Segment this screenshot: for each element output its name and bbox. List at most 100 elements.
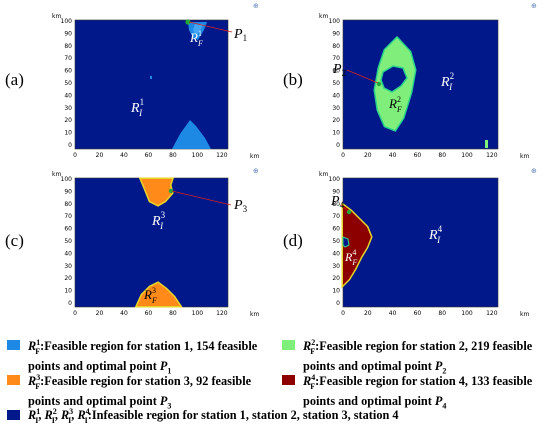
- panel-label-b: (b): [283, 70, 303, 89]
- panel-d-y-tick-label: 40: [332, 250, 340, 257]
- panel-a-y-tick-label: 50: [64, 80, 72, 87]
- panel-a-y-tick-label: 0: [68, 142, 72, 149]
- panel-c-y-unit: km: [52, 171, 61, 178]
- panel-b-feasible-label: R2 F: [388, 95, 402, 114]
- panel-a-axes: km km: [52, 13, 259, 160]
- panel-label-c: (c): [5, 231, 24, 250]
- panel-c-feasible-label: R3 F: [143, 286, 157, 305]
- panel-d-point-label: P4: [330, 194, 345, 210]
- panel-b-x-tick-label: 60: [414, 152, 422, 159]
- legend-swatch-station-2: [282, 340, 295, 350]
- legend-item-infeasible: R1I, R2I, R3I, R4I:Infeasible region for…: [28, 407, 399, 425]
- panel-a-y-tick-label: 70: [64, 55, 72, 62]
- panel-c-y-tick-label: 100: [61, 176, 73, 183]
- panel-b-infeasible-region: [343, 20, 498, 149]
- panel-c-feasible-region-top: [141, 179, 172, 205]
- panel-c-optimal-point: [168, 188, 174, 194]
- panel-a-y-tick-label: 30: [64, 105, 72, 112]
- panel-d-x-tick-label: 120: [486, 310, 498, 317]
- panel-c-x-unit: km: [250, 311, 259, 318]
- panel-a-y-tick-label: 80: [64, 43, 72, 50]
- panel-a-small-dot: [150, 76, 152, 79]
- panel-d-pointer-line: [340, 204, 349, 212]
- panel-b-corner-icon: ⊕: [531, 2, 537, 10]
- panel-c-y-tick-label: 0: [68, 300, 72, 307]
- panel-b-x-ticks: 0 20 40 60 80 100 120: [341, 152, 498, 159]
- panel-d-y-tick-label: 60: [332, 226, 340, 233]
- panel-a-point-label: P1: [233, 27, 247, 43]
- panel-d-x-tick-label: 20: [364, 310, 372, 317]
- panel-a-y-tick-label: 100: [61, 18, 73, 25]
- panel-a-feasible-region-top-shade: [193, 24, 203, 36]
- panel-c-point-label: P3: [233, 198, 248, 214]
- legend-item-station-4: R4F:Feasible region for station 4, 133 f…: [303, 370, 550, 413]
- panel-c-y-tick-label: 20: [64, 275, 72, 282]
- panel-d-y-tick-label: 90: [332, 188, 340, 195]
- panel-b-y-tick-label: 80: [332, 43, 340, 50]
- panel-c-y-tick-label: 50: [64, 238, 72, 245]
- panel-a-y-tick-label: 90: [64, 30, 72, 37]
- panel-a-plot: km km 0 20 40 60 80 100 120 0 10 20 30 40 50 60 70 80 9…: [52, 13, 259, 160]
- panel-a-x-tick-label: 60: [145, 152, 153, 159]
- panel-c-y-tick-label: 90: [64, 188, 72, 195]
- panel-a-pointer-line: [188, 21, 233, 33]
- legend-item-3-line-1: R3F:Feasible region for station 3, 92 fe…: [28, 373, 252, 391]
- legend-item-3-line-2: points and optimal point P3: [28, 393, 172, 410]
- panel-d-feasible-inner-hole: [342, 236, 350, 248]
- panel-b-frame: [342, 19, 499, 150]
- panel-d-feasible-label: R4 F: [344, 248, 357, 267]
- panel-b-y-tick-label: 60: [332, 68, 340, 75]
- panel-c-corner-icon: ⊕: [253, 167, 259, 175]
- panel-a: (a) ⊕ km km 0 20 40 60 80 100 120 0 10 20 30 40 50 6…: [0, 0, 275, 165]
- legend-item-4-line-2: points and optimal point P4: [303, 393, 447, 410]
- panel-c-y-ticks: 0 10 20 30 40 50 60 70 80 90 100: [61, 176, 73, 307]
- panel-a-x-tick-label: 20: [96, 152, 104, 159]
- panel-c-x-tick-label: 0: [73, 310, 77, 317]
- panel-b-x-tick-label: 40: [389, 152, 397, 159]
- panel-a-y-unit: km: [52, 13, 61, 20]
- panel-c: (c) ⊕ km km 0 20 40 60 80 100 120 0 10 20 30 40 50 6…: [0, 165, 275, 330]
- panel-b-y-tick-label: 100: [329, 18, 341, 25]
- panel-c-x-tick-label: 60: [145, 310, 153, 317]
- panel-d-y-tick-label: 80: [332, 201, 340, 208]
- panel-b-plot: km km 0 20 40 60 80 100 120 0 10 20 30 40 50 60 70 80 9…: [319, 13, 529, 160]
- panel-b-feasible-hole: [380, 65, 408, 93]
- legend-item-station-2: R2F:Feasible region for station 2, 219 f…: [303, 335, 550, 378]
- legend-item-2-line-1: R2F:Feasible region for station 2, 219 f…: [303, 338, 533, 356]
- panel-c-x-ticks: 0 20 40 60 80 100 120: [73, 310, 228, 317]
- panel-b-axes: km km: [319, 13, 529, 160]
- legend-swatch-station-4: [282, 375, 295, 385]
- panel-c-y-tick-label: 30: [64, 263, 72, 270]
- panel-a-x-tick-label: 80: [169, 152, 177, 159]
- panel-a-x-ticks: 0 20 40 60 80 100 120: [73, 152, 228, 159]
- panel-b-y-tick-label: 30: [332, 105, 340, 112]
- panel-c-infeasible-label: R3 I: [151, 210, 166, 231]
- panel-b-x-unit: km: [520, 153, 529, 160]
- panel-c-x-tick-label: 40: [120, 310, 128, 317]
- panel-b-x-tick-label: 0: [341, 152, 345, 159]
- panel-c-y-tick-label: 60: [64, 226, 72, 233]
- panel-a-y-ticks: 0 10 20 30 40 50 60 70 80 90 100: [61, 18, 73, 149]
- panel-d-y-tick-label: 50: [332, 238, 340, 245]
- panel-d-y-tick-label: 70: [332, 213, 340, 220]
- panel-c-plot: km km 0 20 40 60 80 100 120 0 10 20 30 40 50 60 70 80 9…: [52, 171, 259, 318]
- panel-b: (b) ⊕ km km 0 20 40 60 80 100 120 0 10 20 30 40 50 6…: [275, 0, 550, 165]
- panel-d-y-tick-label: 100: [329, 176, 341, 183]
- panel-a-y-tick-label: 10: [64, 130, 72, 137]
- panel-d-feasible-region: [343, 205, 371, 285]
- legend-item-1-line-2: points and optimal point P1: [28, 358, 172, 375]
- panel-a-x-tick-label: 120: [216, 152, 228, 159]
- panel-d-y-tick-label: 10: [332, 288, 340, 295]
- panel-b-x-tick-label: 100: [461, 152, 473, 159]
- panel-d-x-tick-label: 0: [341, 310, 345, 317]
- panel-a-y-tick-label: 40: [64, 92, 72, 99]
- panel-b-x-tick-label: 80: [438, 152, 446, 159]
- panel-b-y-ticks: 0 10 20 30 40 50 60 70 80 90 100: [329, 18, 341, 149]
- panel-d-infeasible-label: R4 I: [428, 224, 443, 245]
- panel-b-y-tick-label: 0: [336, 142, 340, 149]
- panel-c-pointer-line: [171, 190, 232, 206]
- legend-swatch-infeasible: [7, 410, 20, 420]
- panel-b-y-tick-label: 10: [332, 130, 340, 137]
- panel-d-x-unit: km: [520, 311, 529, 318]
- legend-swatch-station-1: [7, 340, 20, 350]
